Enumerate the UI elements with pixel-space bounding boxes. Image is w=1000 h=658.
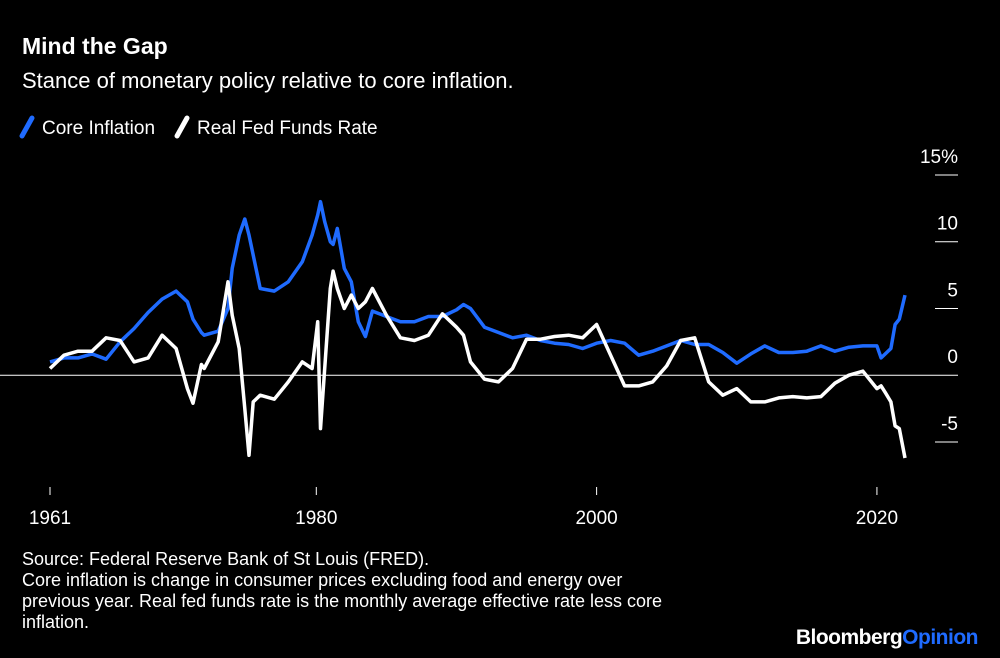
y-tick-label: 10	[937, 214, 958, 235]
brand-sub: Opinion	[902, 626, 978, 649]
x-tick-label: 2000	[575, 508, 617, 529]
note-line: Core inflation is change in consumer pri…	[22, 570, 622, 590]
brand-main: Bloomberg	[796, 626, 902, 649]
legend-swatch	[19, 115, 35, 139]
legend: Core Inflation Real Fed Funds Rate	[19, 115, 378, 139]
series-line	[49, 199, 907, 365]
note-line: previous year. Real fed funds rate is th…	[22, 591, 662, 611]
legend-label: Core Inflation	[42, 118, 155, 139]
series-line	[48, 269, 907, 459]
y-tick-label: 0	[947, 347, 958, 368]
y-tick-label: 5	[947, 280, 958, 301]
chart-subtitle: Stance of monetary policy relative to co…	[22, 68, 514, 93]
chart-title: Mind the Gap	[22, 33, 168, 59]
legend-swatch	[174, 115, 190, 139]
x-tick-label: 2020	[856, 508, 898, 529]
legend-label: Real Fed Funds Rate	[197, 118, 378, 139]
brand: BloombergOpinion	[796, 626, 978, 649]
note-line: inflation.	[22, 612, 89, 632]
notes: Source: Federal Reserve Bank of St Louis…	[22, 549, 662, 632]
x-tick-label: 1961	[29, 508, 71, 529]
x-tick-label: 1980	[295, 508, 337, 529]
y-tick-label: 15%	[920, 147, 958, 168]
y-tick-label: -5	[941, 414, 958, 435]
note-line: Source: Federal Reserve Bank of St Louis…	[22, 549, 429, 569]
